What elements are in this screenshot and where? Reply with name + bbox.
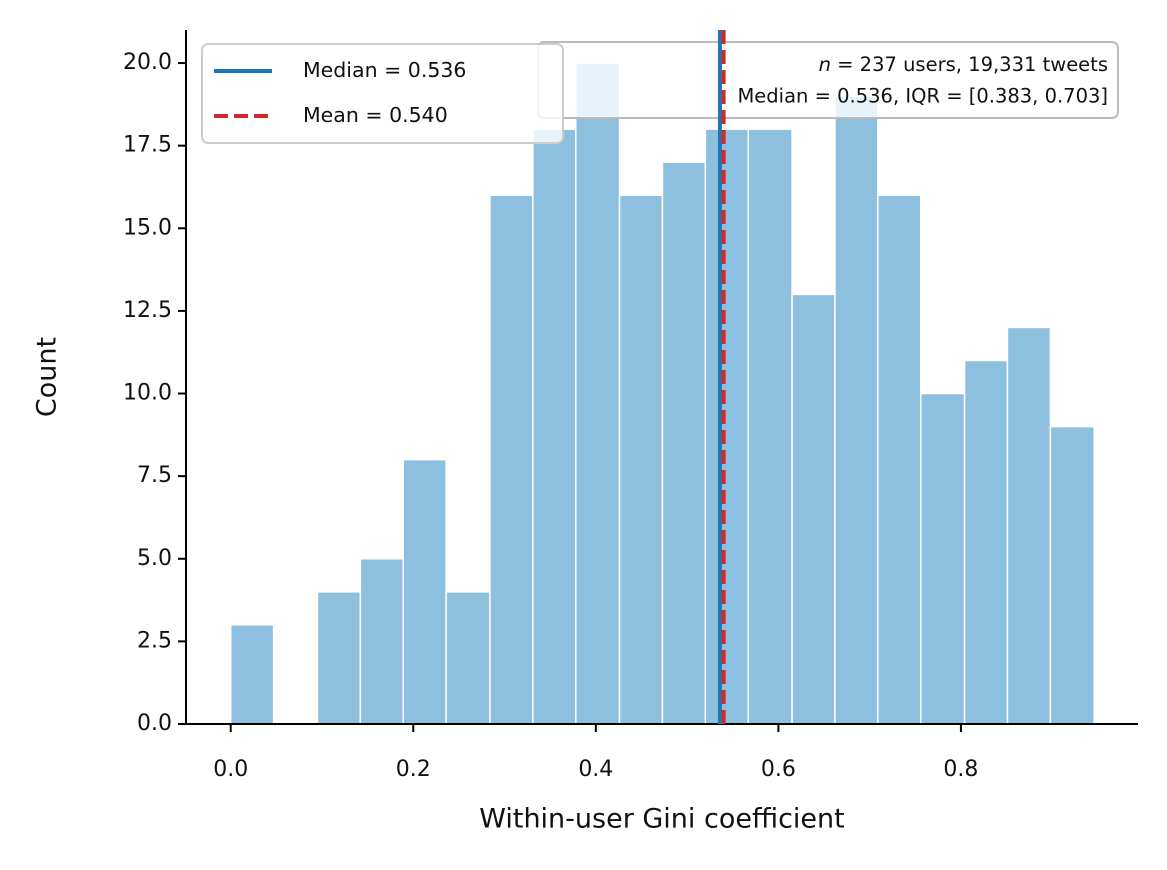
bar [747,128,793,725]
bar [489,194,534,725]
y-tick-label: 10.0 [123,381,172,406]
annotation-text: = 237 users, 19,331 tweets [831,53,1108,76]
bar [791,293,836,725]
x-tick-label: 0.0 [213,757,248,782]
bar [877,194,922,725]
y-tick-label: 0.0 [137,711,172,736]
y-axis-label: Count [32,337,63,417]
legend-label: Median = 0.536 [303,58,466,82]
annotation-line: n = 237 users, 19,331 tweets [819,53,1108,76]
y-tick-label: 7.5 [137,463,172,488]
bar [402,458,447,725]
x-tick-label: 0.8 [943,757,978,782]
x-axis-label: Within-user Gini coefficient [479,804,845,835]
legend-label: Mean = 0.540 [303,103,448,127]
bar [574,62,621,725]
y-tick-label: 5.0 [137,546,172,571]
bar [920,392,966,725]
bar [359,558,404,725]
y-tick-label: 2.5 [137,628,172,653]
bar [618,194,664,725]
x-tick-label: 0.4 [578,757,613,782]
x-tick-label: 0.2 [396,757,431,782]
bar [1006,326,1052,725]
annotation-line: Median = 0.536, IQR = [0.383, 0.703] [737,85,1108,108]
bar [963,359,1009,725]
legend-box [201,43,564,144]
y-tick-label: 15.0 [123,215,172,240]
bar [704,128,750,725]
y-tick-label: 20.0 [123,50,172,75]
bar [661,161,707,725]
bar [1049,425,1095,725]
y-tick-label: 12.5 [123,298,172,323]
bar [834,95,879,725]
bar [316,591,362,725]
bar [229,624,275,725]
annotation-symbol: n [819,53,831,76]
y-tick-label: 17.5 [123,133,172,158]
bar [532,128,577,725]
x-tick-label: 0.6 [761,757,796,782]
bar [445,591,491,725]
